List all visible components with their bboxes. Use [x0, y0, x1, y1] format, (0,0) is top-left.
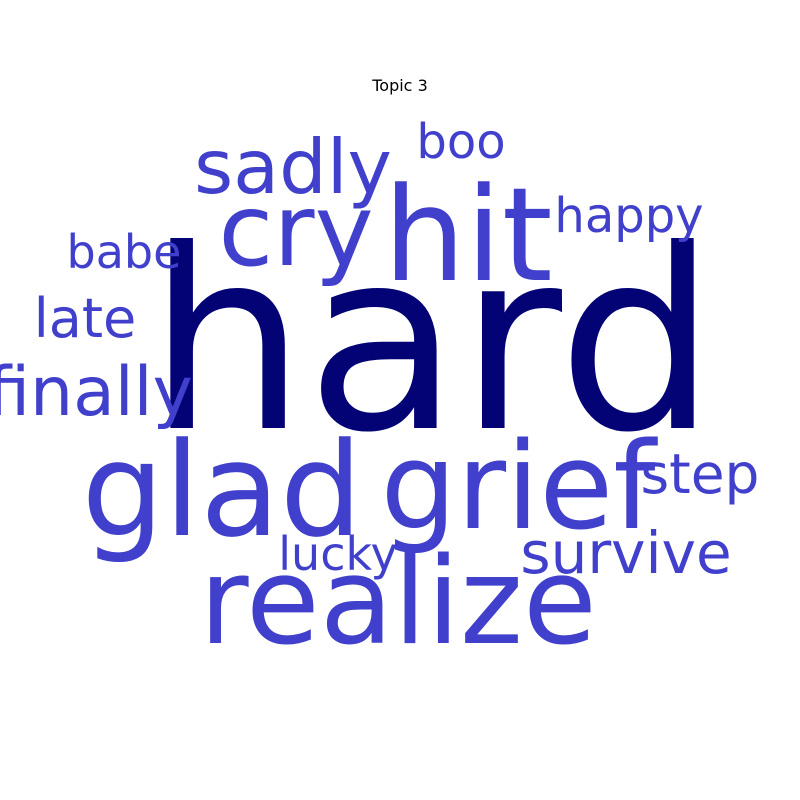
word-hard: hard	[148, 196, 717, 487]
word-hit: hit	[383, 159, 552, 311]
word-babe: babe	[67, 225, 182, 279]
word-late: late	[34, 287, 137, 350]
word-cry: cry	[218, 172, 373, 289]
word-step: step	[641, 442, 760, 506]
word-glad: glad	[82, 414, 363, 566]
word-sadly: sadly	[194, 123, 392, 211]
word-survive: survive	[520, 519, 731, 587]
word-realize: realize	[199, 533, 597, 672]
word-boo: boo	[416, 114, 505, 170]
word-finally: finally	[0, 353, 193, 432]
word-grief: grief	[381, 418, 659, 557]
word-happy: happy	[554, 188, 703, 244]
chart-title: Topic 3	[372, 76, 428, 95]
word-lucky: lucky	[278, 527, 397, 581]
